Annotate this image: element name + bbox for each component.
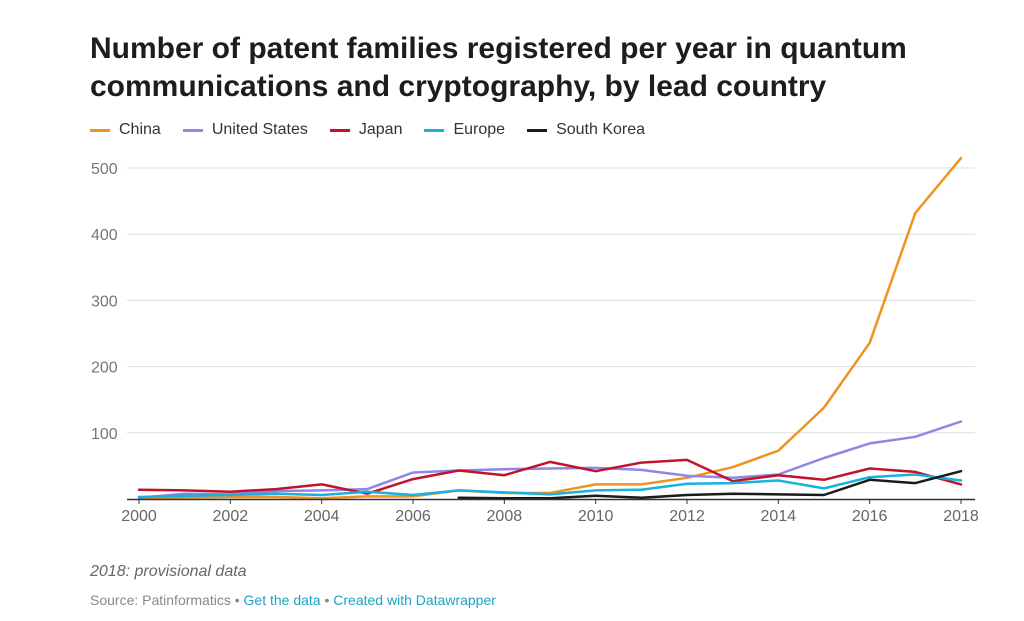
y-tick-label: 500 [91, 161, 118, 178]
x-tick-label: 2014 [761, 508, 797, 525]
legend-item-europe[interactable]: Europe [424, 121, 505, 139]
legend-item-china[interactable]: China [90, 121, 161, 139]
legend-swatch-japan [329, 128, 350, 132]
legend-swatch-united-states [182, 128, 203, 132]
y-tick-label: 200 [91, 360, 118, 377]
series-line-south-korea [457, 469, 963, 500]
legend-swatch-south-korea [527, 128, 548, 132]
x-tick-label: 2004 [304, 508, 340, 525]
legend-swatch-europe [424, 128, 445, 132]
x-tick-label: 2006 [395, 508, 431, 525]
legend-item-south-korea[interactable]: South Korea [527, 121, 645, 139]
legend-label-japan: Japan [358, 121, 403, 138]
source-separator: • [234, 592, 240, 608]
x-tick-label: 2002 [213, 508, 249, 525]
x-tick-label: 2018 [943, 508, 979, 525]
x-tick-label: 2008 [487, 508, 523, 525]
legend-label-europe: Europe [453, 121, 506, 138]
x-tick-label: 2012 [669, 508, 705, 525]
provisional-note: 2018: provisional data [90, 563, 247, 580]
series-line-china [137, 156, 963, 500]
x-tick-label: 2010 [578, 508, 614, 525]
x-tick-label: 2000 [121, 508, 157, 525]
x-tick-label: 2016 [852, 508, 888, 525]
legend-item-united-states[interactable]: United States [182, 121, 308, 139]
source-separator: • [324, 592, 330, 608]
series-line-europe [137, 473, 963, 499]
y-tick-label: 400 [91, 227, 118, 244]
line-chart: 100 200 300 400 500 2000 2002 2004 2006 2008 2010 2… [91, 156, 979, 525]
source-line: Source: Patinformatics • Get the data • … [90, 592, 496, 608]
chart-title: Number of patent families registered per… [90, 32, 907, 103]
legend-item-japan[interactable]: Japan [329, 121, 403, 139]
legend-label-china: China [119, 121, 161, 138]
source-text: Source: Patinformatics [90, 592, 231, 608]
series-line-united-states [137, 420, 963, 499]
legend: China United States Japan Europe South K… [90, 121, 645, 139]
legend-label-united-states: United States [211, 121, 308, 138]
legend-label-south-korea: South Korea [556, 121, 646, 138]
datawrapper-link[interactable]: Created with Datawrapper [333, 592, 496, 608]
get-data-link[interactable]: Get the data [243, 592, 321, 608]
y-tick-label: 100 [91, 426, 118, 443]
series-line-japan [137, 458, 963, 495]
legend-swatch-china [90, 128, 110, 132]
y-tick-label: 300 [91, 293, 118, 310]
